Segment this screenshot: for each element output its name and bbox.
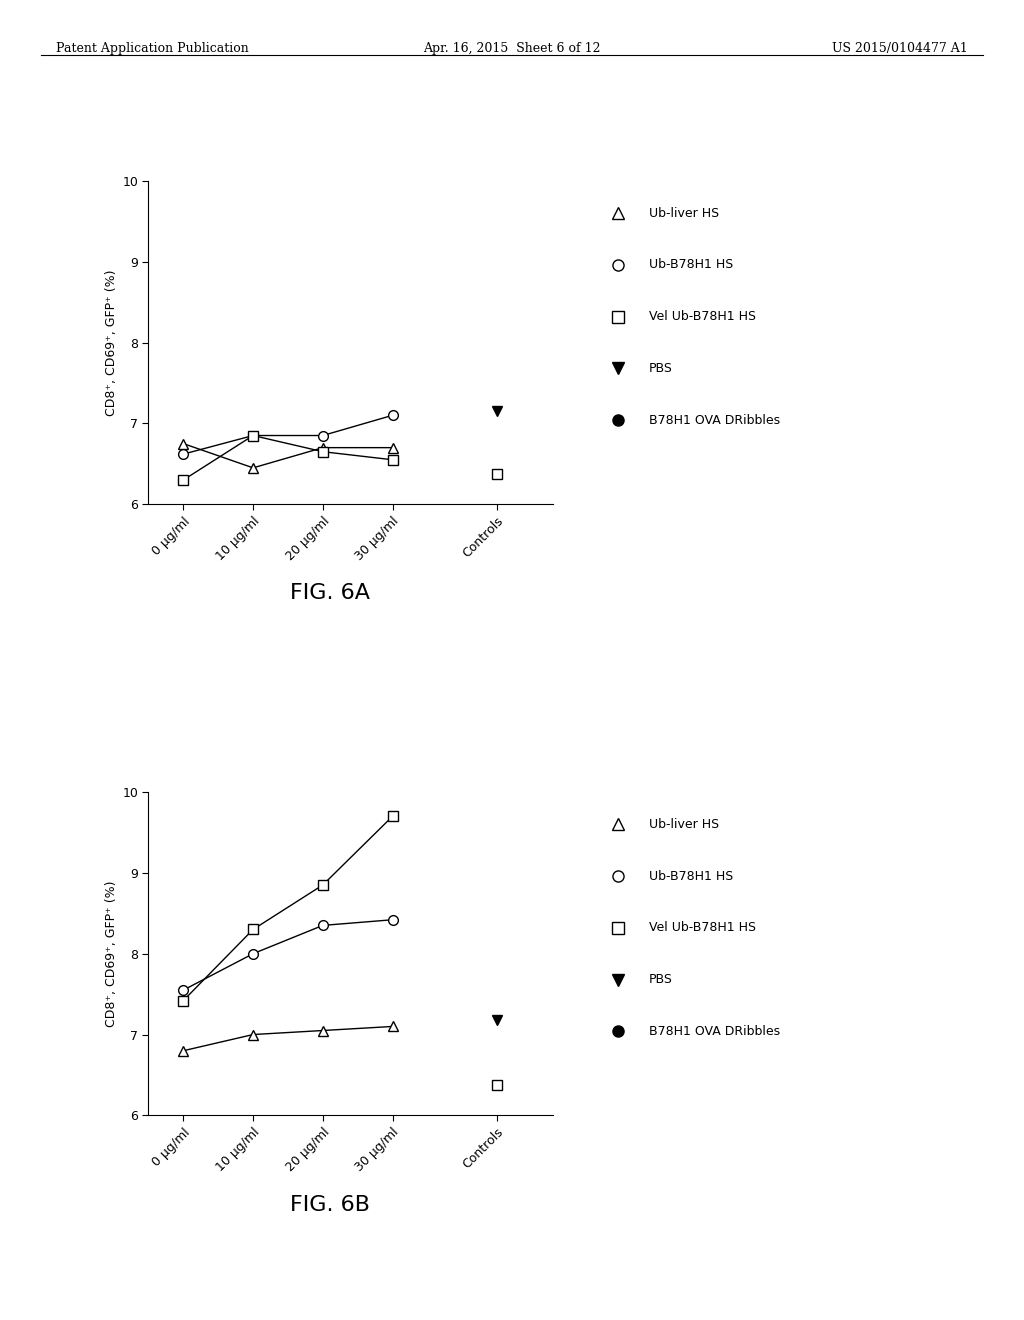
Text: Vel Ub-B78H1 HS: Vel Ub-B78H1 HS (649, 921, 756, 935)
Text: FIG. 6A: FIG. 6A (291, 583, 371, 603)
Y-axis label: CD8⁺, CD69⁺, GFP⁺ (%): CD8⁺, CD69⁺, GFP⁺ (%) (105, 269, 118, 416)
Text: B78H1 OVA DRibbles: B78H1 OVA DRibbles (649, 413, 780, 426)
Text: Ub-B78H1 HS: Ub-B78H1 HS (649, 870, 733, 883)
Text: US 2015/0104477 A1: US 2015/0104477 A1 (831, 42, 968, 55)
Text: Ub-liver HS: Ub-liver HS (649, 207, 719, 219)
Text: Ub-liver HS: Ub-liver HS (649, 818, 719, 830)
Text: PBS: PBS (649, 973, 673, 986)
Text: Patent Application Publication: Patent Application Publication (56, 42, 249, 55)
Text: Vel Ub-B78H1 HS: Vel Ub-B78H1 HS (649, 310, 756, 323)
Text: Apr. 16, 2015  Sheet 6 of 12: Apr. 16, 2015 Sheet 6 of 12 (423, 42, 601, 55)
Text: FIG. 6B: FIG. 6B (291, 1195, 371, 1214)
Text: PBS: PBS (649, 362, 673, 375)
Text: B78H1 OVA DRibbles: B78H1 OVA DRibbles (649, 1024, 780, 1038)
Text: Ub-B78H1 HS: Ub-B78H1 HS (649, 259, 733, 272)
Y-axis label: CD8⁺, CD69⁺, GFP⁺ (%): CD8⁺, CD69⁺, GFP⁺ (%) (105, 880, 118, 1027)
